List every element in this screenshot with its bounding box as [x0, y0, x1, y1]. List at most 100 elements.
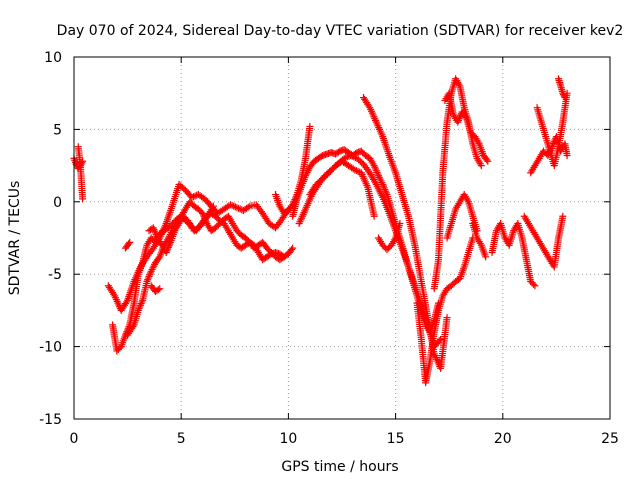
data-point: [134, 306, 142, 314]
data-point: [379, 182, 387, 190]
data-point: [244, 203, 252, 211]
data-point: [373, 168, 381, 176]
data-point: [231, 203, 239, 211]
data-point: [79, 195, 87, 203]
x-tick-label: 5: [177, 431, 186, 447]
data-point: [163, 247, 171, 255]
data-point: [149, 224, 157, 232]
data-point: [166, 240, 174, 248]
x-tick-label: 15: [387, 431, 405, 447]
data-point: [372, 167, 380, 175]
data-point: [230, 202, 238, 210]
series-track-c: [104, 180, 292, 314]
data-point: [151, 229, 159, 237]
y-axis-label: SDTVAR / TECUs: [7, 181, 23, 296]
x-tick-label: 20: [494, 431, 512, 447]
series-track-t: [488, 220, 539, 290]
data-point: [152, 231, 160, 239]
y-tick-label: 10: [44, 50, 62, 66]
y-tick-label: -10: [39, 340, 62, 356]
data-point: [151, 227, 159, 235]
data-point: [559, 212, 567, 220]
data-point: [370, 212, 378, 220]
data-point: [306, 123, 314, 131]
series-track-x: [555, 75, 569, 102]
data-point: [144, 274, 152, 282]
series-track-b: [74, 143, 87, 203]
x-axis-label: GPS time / hours: [281, 459, 398, 475]
data-point: [382, 187, 390, 195]
data-point: [145, 272, 153, 280]
data-point: [370, 162, 378, 170]
data-point: [136, 301, 144, 309]
plot-frame: [73, 56, 611, 420]
data-point: [437, 335, 445, 343]
y-tick-labels: -15 -10 -5 0 5 10: [39, 50, 62, 428]
data-point: [484, 157, 492, 165]
data-point: [396, 220, 404, 228]
x-tick-label: 25: [601, 431, 619, 447]
data-point: [123, 298, 131, 306]
data-point: [379, 180, 387, 188]
data-point: [136, 303, 144, 311]
data-point: [289, 244, 297, 252]
data-point: [382, 189, 390, 197]
data-point: [352, 167, 360, 175]
data-point: [129, 323, 137, 331]
data-point: [483, 156, 491, 164]
data-point: [372, 165, 380, 173]
series-track-r: [443, 191, 481, 242]
data-point: [135, 305, 143, 313]
data-point: [288, 246, 296, 254]
data-point: [563, 151, 571, 159]
data-point: [279, 254, 287, 262]
data-point: [188, 193, 196, 201]
series-track-s: [469, 220, 490, 261]
data-point: [233, 204, 241, 212]
series-track-f: [145, 202, 217, 256]
data-point: [209, 202, 217, 210]
data-point: [190, 193, 198, 201]
data-point: [343, 153, 351, 161]
data-point: [154, 286, 162, 294]
data-point: [144, 276, 152, 284]
y-tick-label: -5: [48, 267, 62, 283]
data-point: [454, 118, 462, 126]
data-points: [70, 75, 571, 387]
series-track-w: [533, 89, 571, 170]
x-tick-label: 10: [279, 431, 297, 447]
data-point: [199, 209, 207, 217]
data-point: [143, 277, 151, 285]
data-point: [164, 245, 172, 253]
axis-ticks: [73, 56, 611, 420]
data-point: [138, 298, 146, 306]
data-point: [146, 269, 154, 277]
y-tick-label: 0: [53, 195, 62, 211]
series-track-p: [430, 75, 485, 293]
data-point: [461, 112, 469, 120]
chart-title: Day 070 of 2024, Sidereal Day-to-day VTE…: [57, 23, 624, 39]
data-point: [347, 151, 355, 159]
y-tick-label: 5: [53, 122, 62, 138]
data-point: [530, 280, 538, 288]
data-point: [150, 226, 158, 234]
data-point: [454, 116, 462, 124]
data-point: [348, 152, 356, 160]
series-track-l: [306, 157, 378, 220]
data-point: [165, 242, 173, 250]
data-point: [561, 94, 569, 102]
data-point: [354, 167, 362, 175]
data-point: [371, 179, 379, 187]
series-track-d: [109, 209, 297, 355]
data-point: [456, 113, 464, 121]
series-track-n: [374, 220, 404, 254]
data-point: [146, 271, 154, 279]
series-track-o: [413, 234, 477, 387]
data-point: [235, 204, 243, 212]
data-point: [482, 253, 490, 261]
x-tick-label: 0: [70, 431, 79, 447]
series-track-q: [441, 89, 492, 165]
data-point: [156, 285, 164, 293]
data-point: [227, 201, 235, 209]
data-point: [531, 282, 539, 290]
